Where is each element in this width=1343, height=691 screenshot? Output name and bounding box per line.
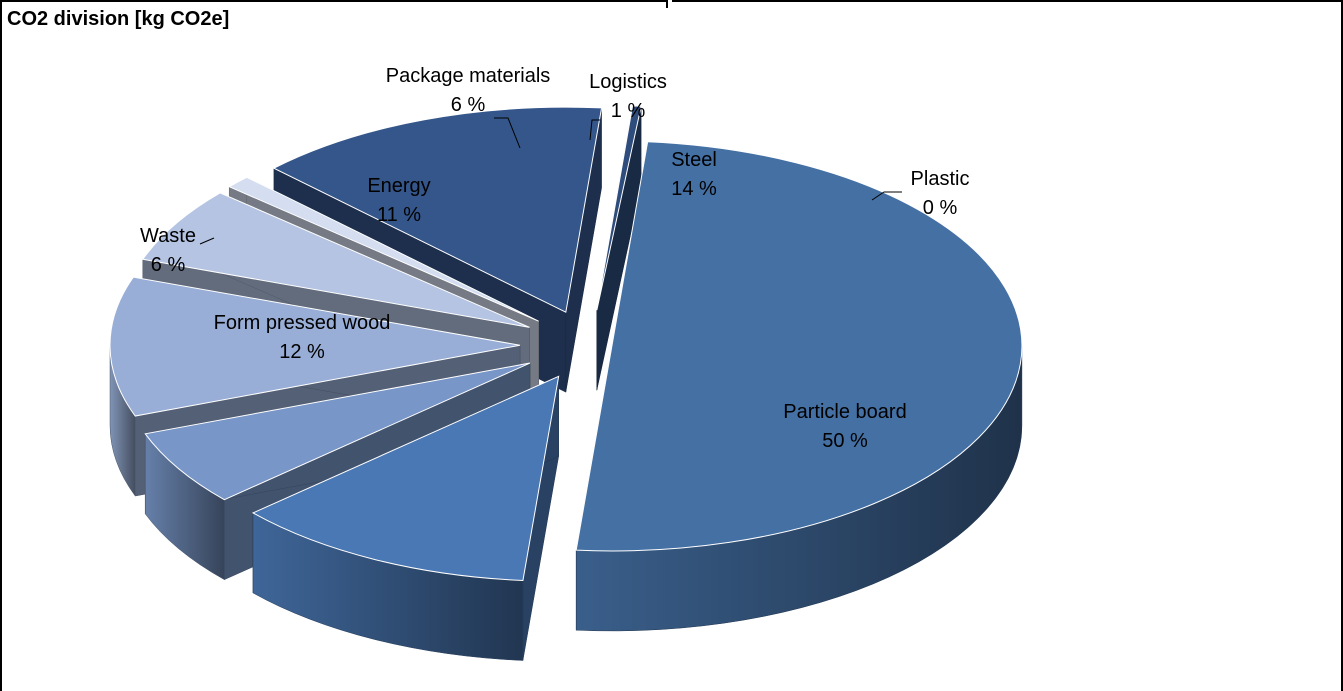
chart-title: CO2 division [kg CO2e] (7, 8, 230, 30)
slice-label-name: Package materials (386, 65, 551, 87)
right-border (1341, 0, 1343, 691)
slice-label-percent: 6 % (451, 94, 486, 116)
leader-line (871, 191, 902, 201)
pie-slice-top (575, 141, 1023, 552)
pie-slice-top (141, 192, 530, 328)
slice-label-percent: 14 % (671, 178, 717, 200)
slice-label-percent: 11 % (377, 204, 421, 226)
slice-label-percent: 6 % (151, 254, 186, 276)
pie-slice-top (596, 105, 642, 311)
pie-slice-particle-board (575, 141, 1023, 632)
pie-slice-top (228, 176, 539, 322)
slice-label-percent: 1 % (611, 100, 646, 122)
pie-slice-top (251, 375, 560, 582)
pie-slice-form-pressed-wood (251, 375, 560, 661)
leader-line (589, 119, 600, 141)
slice-label-name: Steel (671, 149, 717, 171)
slice-label-percent: 12 % (279, 341, 325, 363)
pie-slice-plastic (596, 105, 642, 391)
slice-label-percent: 50 % (822, 430, 868, 452)
slice-label-name: Plastic (911, 168, 970, 190)
slice-label-name: Energy (367, 175, 430, 197)
left-border (0, 0, 2, 691)
pie-slice-top (144, 362, 531, 501)
pie-slice-top (109, 276, 521, 417)
slice-label-name: Form pressed wood (214, 312, 391, 334)
top-border-right (672, 0, 1343, 2)
leader-line (199, 237, 215, 245)
slice-label-name: Logistics (589, 71, 667, 93)
slice-label-percent: 0 % (923, 197, 958, 219)
slice-label-name: Particle board (783, 401, 906, 423)
slice-label-name: Waste (140, 225, 196, 247)
leader-line (494, 117, 521, 149)
top-border-left (0, 0, 666, 2)
pie-slice-top (272, 106, 603, 313)
top-border-tick (666, 0, 668, 8)
